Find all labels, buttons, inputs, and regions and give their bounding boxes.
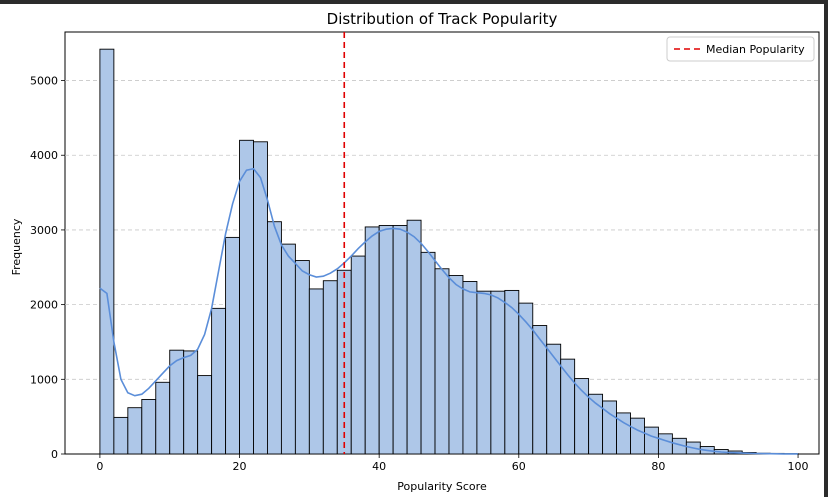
histogram-bar xyxy=(211,307,227,455)
figure: 0 20 40 60 80 100 0 1000 2000 3000 4000 5000 Distr… xyxy=(0,4,824,497)
histogram-bar xyxy=(141,399,157,455)
histogram-bar xyxy=(225,236,240,455)
histogram-bar xyxy=(294,260,310,455)
histogram-bar xyxy=(155,381,171,455)
x-tick-label: 80 xyxy=(651,460,665,473)
histogram-bar xyxy=(183,350,199,455)
histogram-bar xyxy=(644,426,659,455)
histogram-bar xyxy=(392,224,408,455)
histogram-bar xyxy=(113,416,129,455)
histogram-bar xyxy=(169,349,185,455)
histogram-bar xyxy=(267,221,282,455)
histogram-bar xyxy=(378,224,394,455)
histogram-bar xyxy=(560,358,576,455)
x-tick-label: 20 xyxy=(233,460,247,473)
legend-entry-median: Median Popularity xyxy=(706,43,805,56)
histogram-bar xyxy=(350,255,366,455)
histogram-bar xyxy=(127,407,143,455)
histogram-bar xyxy=(434,268,450,455)
x-axis-ticks: 0 20 40 60 80 100 xyxy=(96,454,809,473)
histogram-bar xyxy=(476,290,492,455)
histogram-bar xyxy=(308,288,324,455)
histogram-bar xyxy=(406,219,422,455)
y-axis-ticks: 0 1000 2000 3000 4000 5000 xyxy=(30,75,65,461)
histogram-bar xyxy=(99,48,115,455)
bars xyxy=(99,48,799,455)
histogram-bar xyxy=(322,280,338,455)
histogram-bar xyxy=(504,289,520,455)
histogram-bar xyxy=(630,417,645,455)
chart-title: Distribution of Track Popularity xyxy=(327,10,558,28)
y-axis-label: Frequency xyxy=(10,218,23,275)
y-tick-label: 3000 xyxy=(30,224,58,237)
histogram-bar xyxy=(448,275,464,455)
histogram-bar xyxy=(490,290,506,455)
histogram-bar xyxy=(518,302,534,455)
y-tick-label: 2000 xyxy=(30,299,58,312)
x-tick-label: 100 xyxy=(788,460,809,473)
histogram-bar xyxy=(462,281,478,455)
histogram-chart: 0 20 40 60 80 100 0 1000 2000 3000 4000 5000 Distr… xyxy=(10,10,820,493)
histogram-bar xyxy=(657,433,673,455)
x-tick-label: 0 xyxy=(96,460,103,473)
histogram-bar xyxy=(546,343,562,455)
histogram-bar xyxy=(280,243,296,455)
x-tick-label: 40 xyxy=(372,460,386,473)
legend-box xyxy=(666,36,815,62)
legend: Median Popularity xyxy=(666,36,815,62)
y-tick-label: 5000 xyxy=(30,75,58,88)
histogram-bar xyxy=(364,226,380,455)
histogram-bar xyxy=(239,139,254,455)
y-tick-label: 1000 xyxy=(30,373,58,386)
y-tick-label: 4000 xyxy=(30,149,58,162)
histogram-bar xyxy=(420,251,436,455)
histogram-bar xyxy=(197,375,213,455)
x-tick-label: 60 xyxy=(512,460,526,473)
kde-curve xyxy=(99,167,799,455)
histogram-bar xyxy=(253,141,268,455)
histogram-bar xyxy=(602,400,617,455)
y-tick-label: 0 xyxy=(51,448,58,461)
x-axis-label: Popularity Score xyxy=(397,480,487,493)
